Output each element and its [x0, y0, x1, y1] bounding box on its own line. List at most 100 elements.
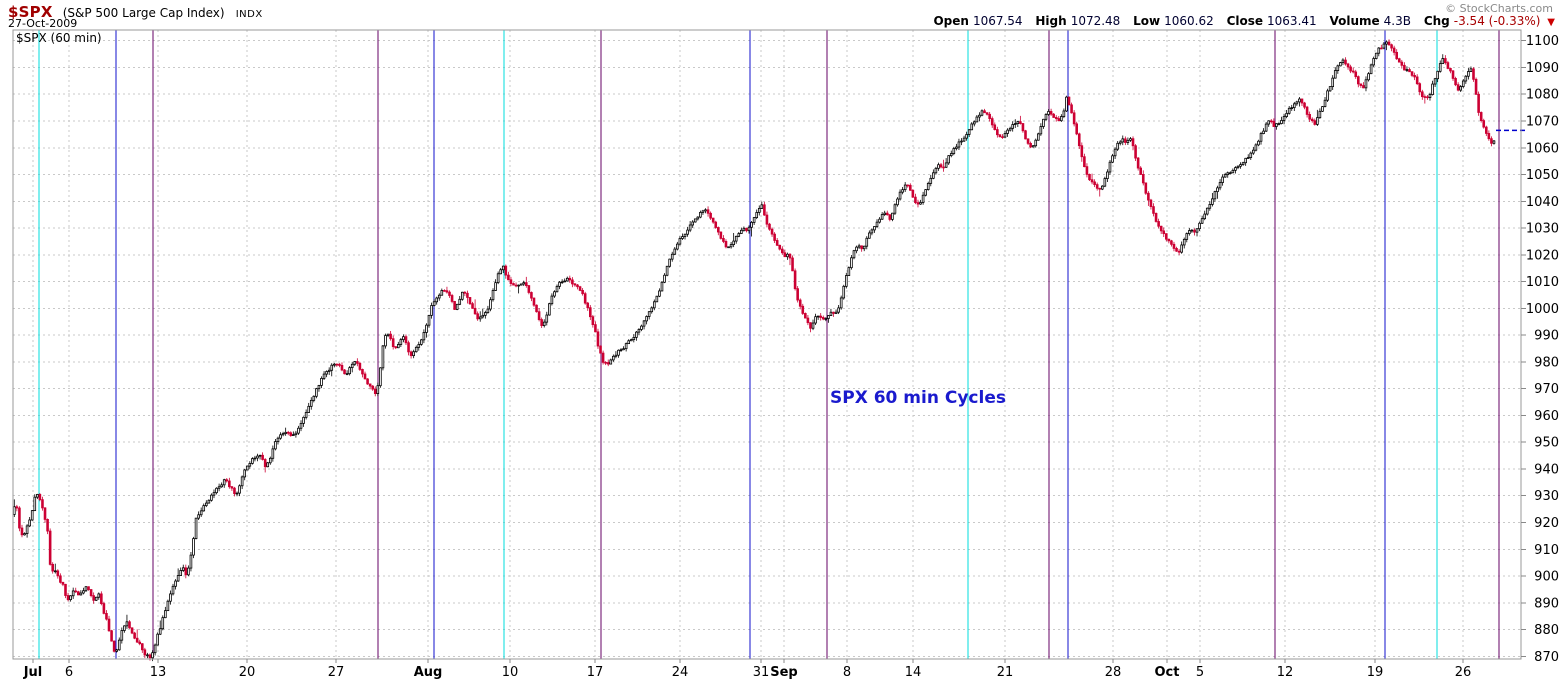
- cycle-lines-layer: [38, 30, 1500, 659]
- candle-up: [1280, 120, 1283, 124]
- candle-up: [686, 229, 689, 235]
- candle-up: [422, 332, 426, 341]
- candle-up: [192, 538, 195, 556]
- candle-up: [350, 363, 354, 369]
- candle-up: [924, 189, 927, 196]
- change-value: -3.54 (-0.33%): [1453, 14, 1541, 28]
- candle-up: [883, 212, 886, 215]
- candle-down: [714, 221, 718, 228]
- candle-up: [220, 484, 223, 488]
- candle-up: [1461, 80, 1465, 87]
- candle-up: [947, 155, 950, 164]
- candle-down: [583, 293, 587, 304]
- x-axis-label: 19: [1367, 665, 1384, 680]
- candle-up: [217, 486, 221, 489]
- candle-up: [658, 290, 661, 297]
- candle-up: [919, 202, 922, 205]
- candle-up: [1011, 124, 1014, 129]
- candle-up: [729, 244, 733, 248]
- candle-up: [824, 318, 828, 320]
- candle-up: [1467, 71, 1470, 77]
- open-label: Open: [933, 14, 969, 28]
- candle-up: [1464, 75, 1468, 82]
- candle-down: [1400, 61, 1404, 66]
- candle-down: [404, 336, 408, 344]
- candle-up: [238, 485, 241, 494]
- candle-down: [916, 202, 920, 205]
- change-down-arrow-icon: ▼: [1547, 17, 1555, 28]
- candle-up: [980, 110, 984, 116]
- candle-down: [806, 317, 810, 324]
- candle-down: [1067, 96, 1071, 106]
- candle-down: [1131, 138, 1135, 147]
- ticker-description: (S&P 500 Large Cap Index): [62, 6, 225, 20]
- candle-down: [1403, 64, 1406, 71]
- candle-down: [143, 649, 147, 656]
- candle-up: [563, 280, 566, 283]
- candle-down: [1269, 120, 1273, 123]
- candle-down: [46, 519, 49, 532]
- candle-up: [786, 253, 789, 258]
- candle-down: [1093, 181, 1096, 186]
- candle-up: [1121, 138, 1125, 143]
- candle-up: [402, 336, 405, 341]
- candle-up: [845, 275, 848, 287]
- candle-down: [448, 291, 451, 296]
- candle-down: [985, 112, 989, 115]
- candle-up: [952, 148, 956, 154]
- candle-down: [1177, 250, 1181, 253]
- candle-up: [665, 265, 669, 276]
- candle-up: [1254, 144, 1258, 151]
- candle-down: [1095, 184, 1099, 189]
- candle-up: [381, 345, 385, 369]
- candle-up: [1231, 169, 1235, 174]
- candle-up: [973, 121, 976, 125]
- candle-up: [873, 226, 876, 231]
- chart-date: 27-Oct-2009: [8, 17, 78, 30]
- candle-up: [302, 416, 305, 424]
- candle-down: [56, 570, 60, 577]
- candle-down: [74, 590, 78, 593]
- candle-up: [1431, 83, 1434, 95]
- candle-down: [601, 352, 605, 363]
- y-axis-label: 1060: [1526, 141, 1559, 156]
- candle-down: [604, 361, 607, 364]
- candle-down: [1080, 145, 1084, 158]
- candle-up: [1229, 172, 1232, 175]
- candle-up: [893, 204, 897, 214]
- candle-up: [752, 217, 756, 223]
- candle-up: [304, 412, 308, 418]
- candle-up: [1211, 198, 1214, 205]
- candle-up: [1298, 98, 1301, 103]
- candle-down: [41, 499, 44, 509]
- candle-up: [978, 114, 981, 118]
- candle-down: [66, 595, 70, 601]
- candle-down: [1415, 76, 1419, 85]
- candle-down: [798, 299, 802, 307]
- candle-down: [804, 313, 807, 319]
- candle-down: [443, 290, 446, 292]
- candle-up: [519, 283, 523, 286]
- candle-down: [514, 284, 518, 287]
- candle-up: [957, 141, 961, 148]
- low-label: Low: [1133, 14, 1161, 28]
- candle-down: [286, 431, 290, 434]
- candle-down: [38, 494, 42, 501]
- candle-down: [1308, 114, 1311, 120]
- candle-up: [210, 494, 213, 501]
- candle-up: [307, 405, 310, 413]
- candle-up: [197, 514, 200, 519]
- candle-up: [489, 299, 492, 310]
- candle-up: [1438, 63, 1442, 72]
- candle-up: [1328, 86, 1332, 92]
- candle-down: [233, 487, 236, 495]
- candle-down: [1451, 70, 1455, 79]
- candle-up: [251, 458, 254, 464]
- y-axis-label: 880: [1534, 623, 1559, 638]
- candle-down: [466, 292, 469, 298]
- candle-up: [1246, 157, 1250, 159]
- candle-down: [133, 632, 136, 639]
- candle-up: [732, 240, 735, 245]
- candle-down: [1300, 98, 1304, 104]
